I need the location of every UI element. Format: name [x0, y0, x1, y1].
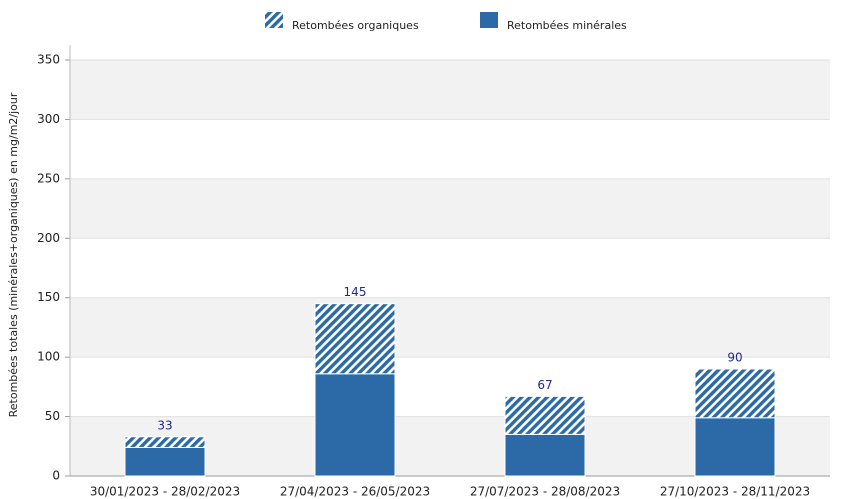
y-tick-label: 100	[37, 350, 60, 364]
bar-segment	[694, 417, 776, 477]
legend-label: Retombées organiques	[292, 19, 419, 32]
grid-band	[70, 297, 830, 358]
legend-swatch	[480, 12, 498, 28]
grid-band	[70, 60, 830, 120]
x-tick-label: 27/10/2023 - 28/11/2023	[660, 485, 810, 499]
y-tick-label: 200	[37, 231, 60, 245]
y-tick-label: 0	[52, 469, 60, 483]
bar-segment	[314, 303, 396, 375]
y-axis-label: Retombées totales (minérales+organiques)…	[7, 92, 20, 417]
y-tick-label: 250	[37, 171, 60, 185]
x-tick-label: 27/07/2023 - 28/08/2023	[470, 485, 620, 499]
total-label: 90	[727, 351, 742, 365]
bar-segment	[124, 436, 206, 448]
grid-band	[70, 178, 830, 239]
legend-label: Retombées minérales	[507, 19, 627, 32]
bar-segment	[314, 373, 396, 477]
x-tick-label: 30/01/2023 - 28/02/2023	[90, 485, 240, 499]
bar-segment	[694, 368, 776, 419]
y-tick-label: 300	[37, 112, 60, 126]
total-label: 145	[344, 285, 367, 299]
bar-segment	[504, 433, 586, 477]
bar-segment	[504, 395, 586, 435]
bar-segment	[124, 446, 206, 477]
y-tick-label: 150	[37, 290, 60, 304]
total-label: 67	[537, 378, 552, 392]
legend-swatch	[265, 12, 283, 28]
y-tick-label: 350	[37, 53, 60, 67]
total-label: 33	[157, 418, 172, 432]
x-tick-label: 27/04/2023 - 26/05/2023	[280, 485, 430, 499]
y-tick-label: 50	[45, 409, 60, 423]
